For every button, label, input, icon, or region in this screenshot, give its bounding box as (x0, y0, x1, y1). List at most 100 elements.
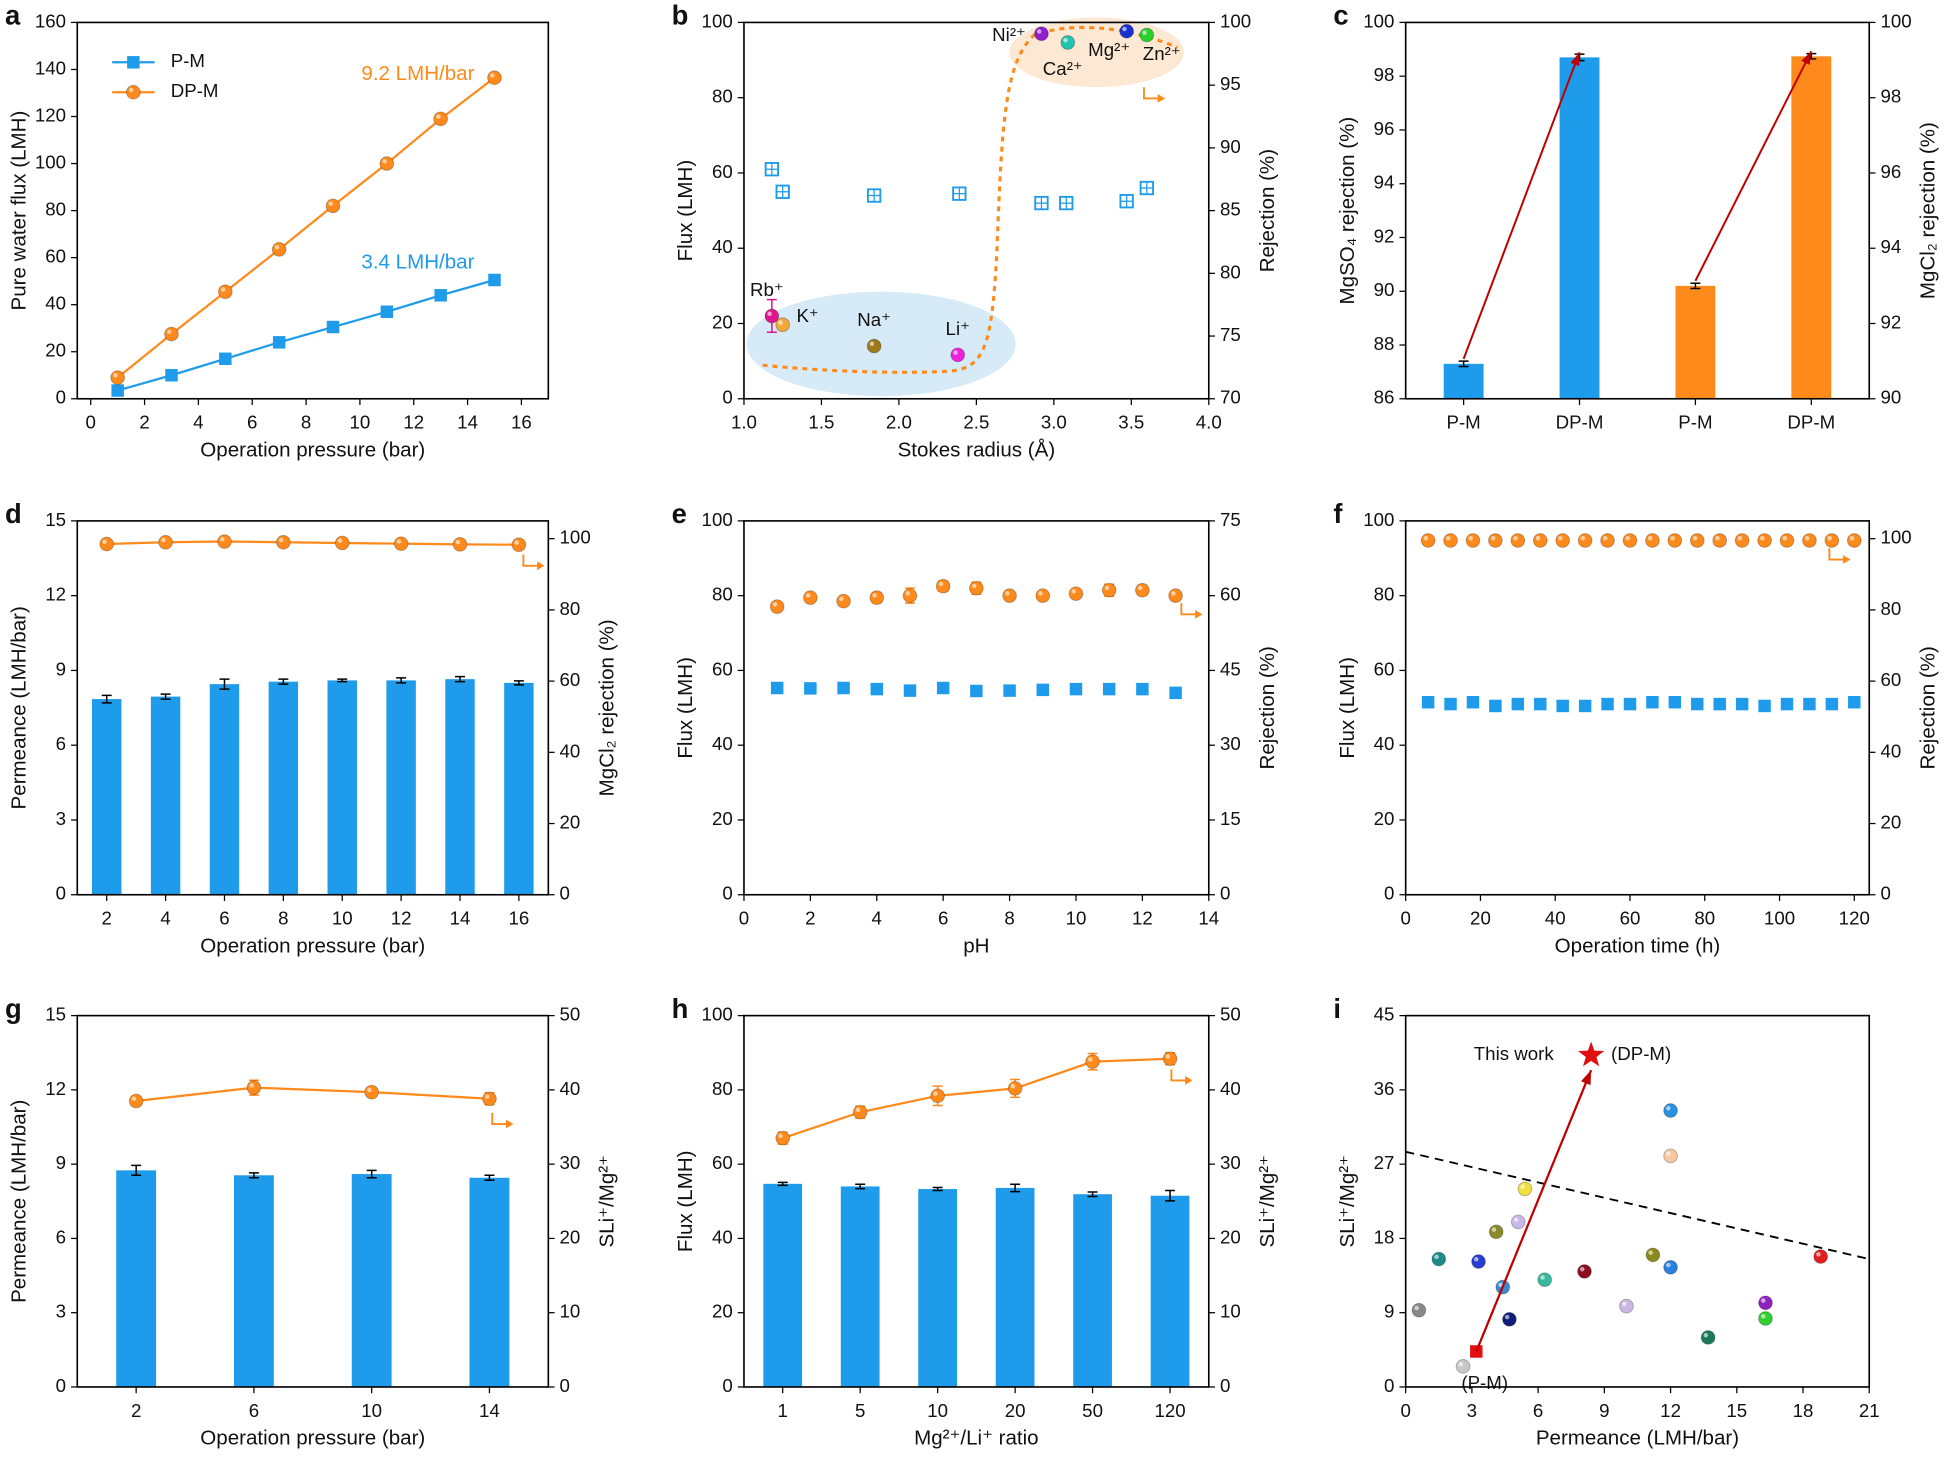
y2-tick-label: 60 (1880, 669, 1901, 690)
x-tick-label: 4.0 (1196, 412, 1222, 433)
y-tick-label: 80 (1374, 584, 1395, 605)
marker-highlight (1692, 535, 1698, 541)
marker (380, 305, 394, 318)
marker (1510, 533, 1526, 548)
marker (1002, 588, 1017, 604)
y2-tick-label: 70 (1220, 387, 1241, 408)
marker-highlight (1666, 1262, 1671, 1268)
y-tick-label: 98 (1374, 64, 1395, 85)
y-tick-label: 45 (1374, 1004, 1395, 1025)
axis-indicator-head (1195, 609, 1203, 619)
marker (110, 370, 126, 385)
marker-highlight (1104, 585, 1110, 591)
marker (870, 682, 884, 696)
marker-highlight (1434, 1254, 1439, 1260)
y-tick-label: 6 (56, 1226, 66, 1247)
marker-highlight (1849, 535, 1855, 541)
marker (1578, 699, 1592, 713)
plot-frame (1404, 1014, 1871, 1388)
marker (837, 681, 850, 695)
marker-cross (953, 187, 966, 200)
x-tick-label: 6 (219, 908, 229, 929)
marker (126, 84, 141, 100)
marker (1623, 697, 1637, 711)
marker-highlight (1122, 26, 1127, 32)
y2-tick-label: 75 (1220, 324, 1241, 345)
marker (1601, 697, 1614, 711)
marker-highlight (1513, 1217, 1519, 1222)
x-tick-label: 14 (457, 412, 478, 433)
marker-highlight (1647, 535, 1653, 541)
marker (1622, 533, 1638, 548)
marker (1034, 26, 1049, 42)
marker (1813, 1249, 1829, 1264)
axis-indicator (1828, 548, 1846, 561)
y2-axis-label: SLi⁺/Mg²⁺ (1256, 1155, 1279, 1247)
y-tick-label: 100 (702, 509, 733, 530)
trend-line (1405, 1150, 1870, 1260)
error-bar (366, 1169, 377, 1179)
marker (1517, 1181, 1533, 1197)
marker (1758, 699, 1771, 713)
plot-frame (76, 520, 550, 896)
marker-highlight (1491, 1227, 1497, 1232)
annotation: 9.2 LMH/bar (361, 62, 474, 85)
marker-highlight (1446, 535, 1451, 541)
y-axis-label: Permeance (LMH/bar) (7, 1100, 30, 1303)
marker (836, 593, 851, 609)
marker (1663, 1259, 1678, 1275)
marker (393, 536, 409, 552)
panel-label: h (672, 993, 689, 1024)
marker-highlight (1666, 1106, 1671, 1111)
marker-highlight (1498, 1282, 1503, 1288)
marker-highlight (396, 539, 402, 544)
x-tick-label: 21 (1859, 1400, 1880, 1421)
marker (1577, 1264, 1592, 1279)
arrow (1462, 52, 1581, 360)
error-bar (932, 1186, 943, 1192)
bar (918, 1189, 958, 1387)
y-tick-label: 27 (1374, 1152, 1395, 1173)
marker (434, 289, 447, 302)
marker (1646, 695, 1659, 709)
x-tick-label: DP-M (1787, 412, 1835, 433)
marker (935, 578, 951, 594)
y-tick-label: 0 (722, 387, 732, 408)
y-tick-label: 80 (712, 584, 733, 605)
marker (1421, 695, 1435, 709)
y-tick-label: 6 (56, 733, 66, 754)
plot-frame (1404, 520, 1871, 896)
y2-tick-label: 0 (560, 883, 570, 904)
y-tick-label: 92 (1374, 225, 1395, 246)
marker-highlight (1005, 591, 1010, 596)
x-tick-label: P-M (1446, 412, 1480, 433)
x-axis-label: pH (963, 935, 989, 958)
y2-tick-label: 40 (1220, 1078, 1241, 1099)
marker (804, 682, 817, 695)
marker (1619, 1298, 1634, 1314)
y-axis-label: Permeance (LMH/bar) (7, 606, 30, 809)
y2-tick-label: 15 (1220, 808, 1241, 829)
marker (1735, 697, 1749, 711)
point-label: Rb⁺ (750, 279, 784, 300)
y-tick-label: 36 (1374, 1078, 1395, 1099)
x-tick-label: 2 (805, 908, 815, 929)
y-tick-label: 100 (35, 151, 66, 172)
marker (164, 326, 179, 342)
y2-axis-label: MgCl₂ rejection (%) (596, 619, 619, 796)
x-tick-label: 2 (131, 1400, 141, 1421)
y2-tick-label: 30 (560, 1152, 581, 1173)
y2-tick-label: 20 (560, 811, 581, 832)
marker (930, 1088, 945, 1104)
x-tick-label: 4 (872, 908, 882, 929)
error-bar (1087, 1191, 1098, 1198)
y-tick-label: 60 (45, 246, 66, 267)
line (136, 1086, 490, 1103)
x-tick-label: 10 (1066, 908, 1087, 929)
marker (970, 684, 983, 698)
marker-highlight (1816, 1252, 1821, 1257)
bar (1791, 56, 1832, 399)
marker-highlight (1782, 535, 1787, 541)
y2-tick-label: 85 (1220, 199, 1241, 220)
y-tick-label: 9 (56, 1152, 66, 1173)
